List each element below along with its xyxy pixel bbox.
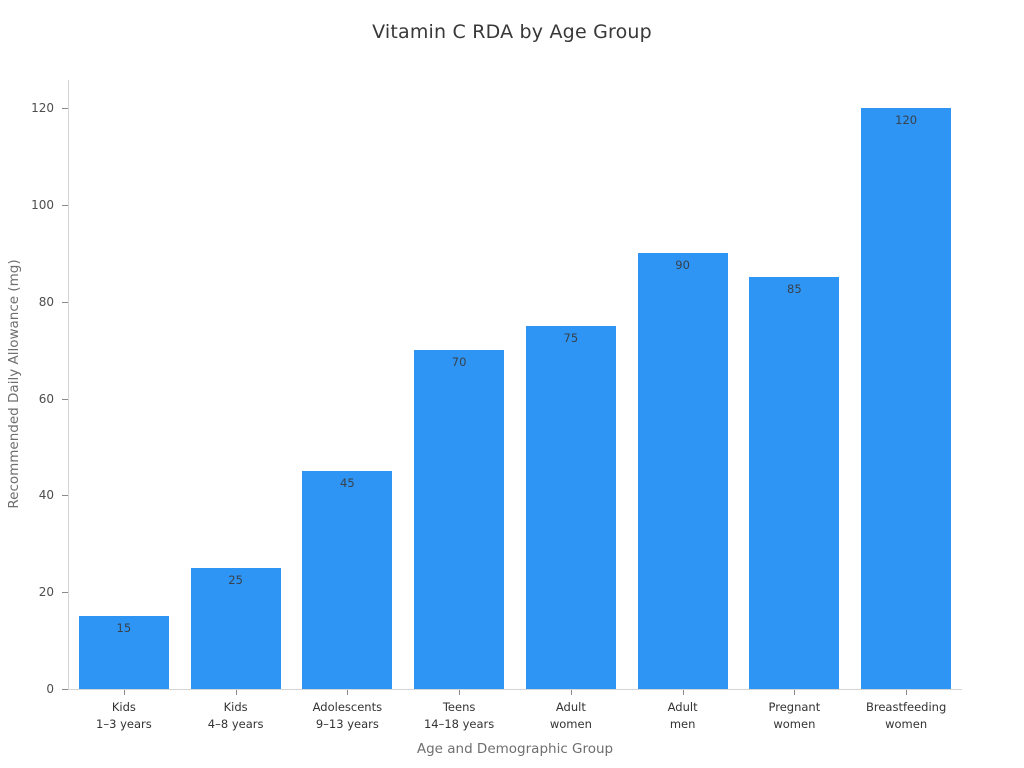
y-axis-spine bbox=[68, 80, 69, 690]
x-category-label: Adult men bbox=[667, 700, 698, 731]
x-axis-spine bbox=[68, 689, 962, 690]
y-tick-mark bbox=[62, 592, 68, 594]
bar-value-label: 15 bbox=[116, 621, 132, 636]
bar bbox=[525, 325, 616, 689]
x-category-label: Teens 14–18 years bbox=[423, 700, 495, 731]
x-axis-title: Age and Demographic Group bbox=[416, 741, 614, 757]
y-tick-label: 40 bbox=[38, 488, 54, 503]
x-tick-mark bbox=[235, 690, 237, 695]
y-tick-mark bbox=[62, 108, 68, 109]
y-tick-label: 0 bbox=[46, 682, 54, 696]
bar bbox=[302, 471, 393, 689]
y-tick-label: 100 bbox=[31, 197, 54, 212]
x-tick-mark bbox=[123, 690, 125, 695]
x-tick-mark bbox=[794, 690, 796, 695]
x-tick-mark bbox=[682, 690, 684, 695]
bar-value-label: 75 bbox=[563, 330, 579, 345]
bar bbox=[190, 567, 281, 689]
y-tick-mark bbox=[62, 301, 68, 303]
bar-value-label: 70 bbox=[451, 355, 467, 370]
x-tick-mark bbox=[570, 690, 572, 695]
x-tick-mark bbox=[906, 690, 908, 695]
y-tick-mark bbox=[62, 204, 68, 206]
plot-area: 0 20 40 60 80 100 120 15 Kids 1–3 years 25 Kids 4–… bbox=[31, 80, 962, 731]
x-category-label: Adult women bbox=[549, 700, 592, 731]
bar-value-label: 85 bbox=[787, 282, 802, 297]
chart-title: Vitamin C RDA by Age Group bbox=[372, 21, 652, 43]
bar bbox=[414, 350, 505, 689]
y-tick-mark bbox=[62, 495, 68, 497]
x-tick-mark bbox=[459, 690, 461, 695]
bar-value-label: 90 bbox=[675, 258, 690, 273]
y-tick-label: 80 bbox=[38, 294, 54, 309]
bar-value-label: 25 bbox=[228, 572, 243, 587]
bar-value-label: 120 bbox=[895, 113, 918, 127]
y-tick-mark bbox=[62, 398, 68, 400]
y-tick-label: 20 bbox=[38, 585, 54, 600]
x-category-label: Breastfeeding women bbox=[865, 700, 947, 731]
bar bbox=[78, 616, 169, 689]
x-tick-mark bbox=[347, 690, 349, 695]
x-category-label: Kids 4–8 years bbox=[207, 700, 264, 731]
bar-value-label: 45 bbox=[340, 476, 355, 491]
bar bbox=[749, 277, 840, 689]
x-category-label: Adolescents 9–13 years bbox=[312, 700, 383, 731]
bar bbox=[637, 253, 728, 689]
x-category-label: Pregnant women bbox=[768, 700, 821, 731]
y-tick-label: 60 bbox=[38, 391, 54, 406]
x-category-label: Kids 1–3 years bbox=[96, 700, 152, 731]
bar bbox=[861, 108, 952, 689]
y-tick-mark bbox=[62, 689, 68, 690]
y-tick-label: 120 bbox=[31, 101, 54, 115]
